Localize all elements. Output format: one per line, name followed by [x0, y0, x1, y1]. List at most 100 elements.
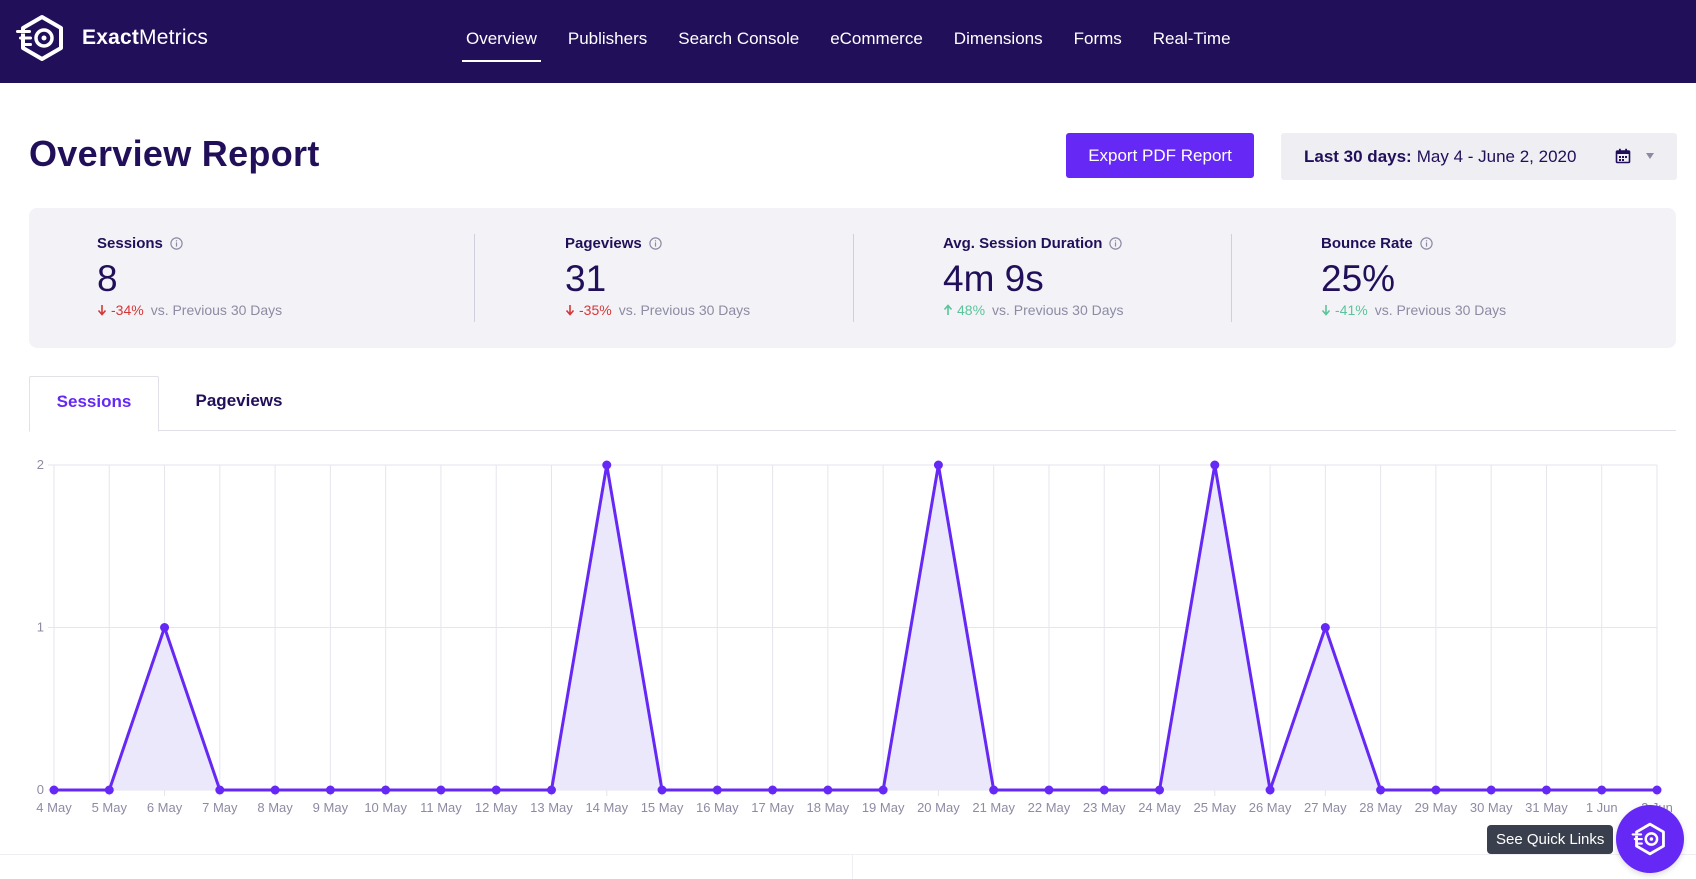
stat-label: Pageviews	[565, 235, 662, 252]
column-divider	[852, 855, 853, 879]
info-icon[interactable]	[649, 237, 662, 250]
tab-pageviews[interactable]: Pageviews	[195, 391, 283, 410]
info-icon[interactable]	[1109, 237, 1123, 250]
data-point	[1044, 785, 1054, 795]
data-point	[1099, 785, 1109, 795]
nav-ecommerce[interactable]: eCommerce	[830, 29, 923, 48]
stat-label: Avg. Session Duration	[943, 235, 1123, 252]
chart-tabs: Sessions Pageviews	[29, 376, 1676, 432]
quick-links-button[interactable]	[1616, 805, 1684, 873]
arrow-down-icon	[565, 305, 575, 316]
x-tick-label: 16 May	[696, 800, 739, 815]
stat-value: 25%	[1321, 258, 1396, 299]
x-tick-label: 10 May	[364, 800, 407, 815]
quick-links-tooltip: See Quick Links	[1487, 825, 1614, 854]
stat-label-text: Pageviews	[565, 235, 642, 252]
x-tick-label: 8 May	[257, 800, 293, 815]
x-tick-label: 28 May	[1359, 800, 1402, 815]
y-tick-label: 1	[37, 620, 44, 635]
stat-change-value: -35%	[579, 302, 612, 318]
data-point	[989, 785, 999, 795]
data-point	[1541, 785, 1551, 795]
stat-change-suffix: vs. Previous 30 Days	[992, 302, 1124, 318]
x-tick-label: 1 Jun	[1586, 800, 1618, 815]
sessions-line	[54, 463, 1657, 792]
export-pdf-button[interactable]: Export PDF Report	[1066, 133, 1254, 178]
exactmetrics-logo-icon	[16, 15, 63, 61]
date-range-prefix: Last 30 days:	[1304, 146, 1412, 166]
data-point	[546, 785, 556, 795]
data-point	[878, 785, 888, 795]
x-tick-label: 5 May	[92, 800, 128, 815]
date-range-value: May 4 - June 2, 2020	[1416, 146, 1577, 166]
y-tick-label: 0	[37, 782, 44, 797]
stat-change-value: -41%	[1335, 302, 1368, 318]
x-tick-label: 31 May	[1525, 800, 1568, 815]
stat-label-text: Avg. Session Duration	[943, 235, 1103, 252]
stat-value: 8	[97, 258, 118, 299]
stat-change: 48% vs. Previous 30 Days	[943, 302, 1124, 318]
data-point	[1265, 785, 1275, 795]
data-point	[1652, 785, 1662, 795]
stat-change: -41% vs. Previous 30 Days	[1321, 302, 1506, 318]
nav-forms[interactable]: Forms	[1073, 29, 1122, 48]
nav-search-console[interactable]: Search Console	[678, 29, 800, 48]
stat-label: Bounce Rate	[1321, 235, 1433, 252]
x-tick-label: 22 May	[1028, 800, 1071, 815]
x-tick-label: 20 May	[917, 800, 960, 815]
x-tick-label: 14 May	[585, 800, 628, 815]
data-point	[325, 785, 335, 795]
x-tick-label: 9 May	[313, 800, 349, 815]
x-tick-label: 29 May	[1415, 800, 1458, 815]
data-point	[768, 785, 778, 795]
data-point	[712, 785, 722, 795]
stat-change-suffix: vs. Previous 30 Days	[618, 302, 751, 318]
x-tick-label: 11 May	[420, 800, 462, 815]
arrow-down-icon	[1321, 305, 1331, 316]
data-point	[602, 460, 612, 470]
x-tick-label: 27 May	[1304, 800, 1347, 815]
exactmetrics-logo-icon	[1631, 822, 1665, 856]
data-point	[491, 785, 501, 795]
data-point	[381, 785, 391, 795]
data-point	[1486, 785, 1496, 795]
x-tick-label: 15 May	[641, 800, 684, 815]
stat-change-suffix: vs. Previous 30 Days	[1374, 302, 1507, 318]
tab-sessions[interactable]: Sessions	[29, 376, 159, 432]
page-title: Overview Report	[29, 133, 320, 174]
data-point	[1320, 623, 1330, 632]
nav-real-time[interactable]: Real-Time	[1152, 29, 1231, 48]
x-tick-label: 30 May	[1470, 800, 1513, 815]
brand-name: ExactMetrics	[82, 26, 209, 49]
stat-label: Sessions	[97, 235, 183, 252]
nav-dimensions[interactable]: Dimensions	[953, 29, 1043, 48]
brand-logo[interactable]: ExactMetrics	[16, 14, 208, 62]
info-icon[interactable]	[170, 237, 183, 250]
nav-overview[interactable]: Overview	[462, 0, 541, 83]
data-point	[933, 460, 943, 470]
data-point	[1597, 785, 1607, 795]
data-point	[657, 785, 667, 795]
y-tick-label: 2	[37, 457, 44, 472]
nav-publishers[interactable]: Publishers	[567, 29, 648, 48]
data-point	[1210, 460, 1220, 470]
arrow-down-icon	[97, 305, 107, 316]
info-icon[interactable]	[1419, 237, 1433, 250]
data-point	[1376, 785, 1386, 795]
date-range-picker[interactable]: Last 30 days: May 4 - June 2, 2020	[1281, 133, 1677, 180]
x-tick-label: 25 May	[1193, 800, 1236, 815]
x-tick-label: 18 May	[807, 800, 850, 815]
x-tick-label: 24 May	[1138, 800, 1181, 815]
data-point	[1431, 785, 1441, 795]
stat-change-value: 48%	[957, 302, 986, 318]
top-navigation-bar: ExactMetrics Overview Publishers Search …	[0, 0, 1696, 83]
stat-label-text: Sessions	[97, 235, 163, 252]
x-tick-label: 7 May	[202, 800, 238, 815]
stat-value: 31	[565, 258, 607, 299]
stat-change: -35% vs. Previous 30 Days	[565, 302, 750, 318]
data-point	[104, 785, 114, 795]
stats-panel: Sessions 8 -34% vs. Previous 30 Days Pag…	[29, 208, 1676, 348]
chevron-down-icon	[1646, 153, 1654, 159]
stat-change: -34% vs. Previous 30 Days	[97, 302, 282, 318]
calendar-icon	[1615, 148, 1631, 164]
